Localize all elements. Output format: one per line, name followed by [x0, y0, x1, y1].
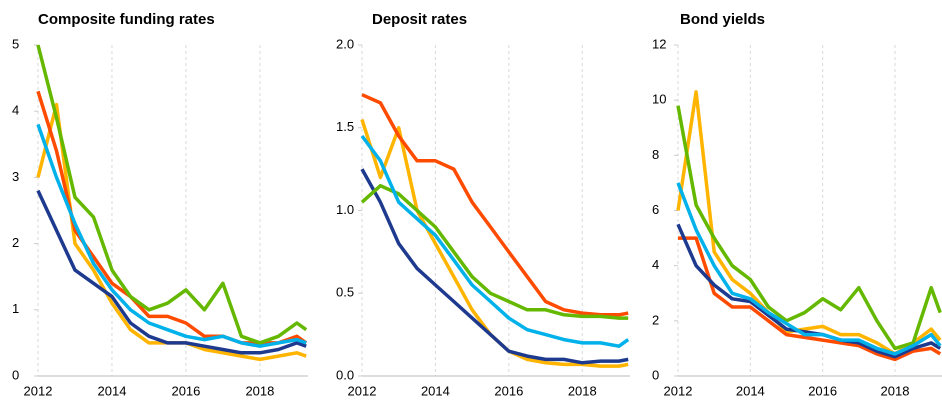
x-tick-label: 2018 [568, 383, 597, 398]
x-tick-label: 2014 [421, 383, 450, 398]
y-tick-label: 8 [652, 147, 659, 162]
x-tick-label: 2018 [881, 383, 910, 398]
y-tick-label: 0.0 [336, 367, 354, 382]
y-tick-label: 3 [12, 169, 19, 184]
line-series [676, 182, 942, 356]
x-tick-label: 2016 [808, 383, 837, 398]
x-tick-label: 2012 [348, 383, 377, 398]
y-tick-label: 4 [12, 103, 19, 118]
x-tick-label: 2012 [664, 383, 693, 398]
chart-title: Deposit rates [372, 11, 467, 28]
line-series [36, 123, 307, 348]
chart-title: Composite funding rates [38, 11, 215, 28]
y-tick-label: 2.0 [336, 36, 354, 51]
y-tick-label: 0.5 [336, 285, 354, 300]
line-series [36, 90, 308, 345]
y-tick-label: 1.0 [336, 202, 354, 217]
line-series [361, 93, 629, 317]
y-tick-label: 5 [12, 36, 19, 51]
y-tick-label: 0 [652, 367, 659, 382]
line-series [676, 90, 942, 356]
x-tick-label: 2018 [245, 383, 274, 398]
y-tick-label: 2 [652, 312, 659, 327]
line-series [360, 118, 629, 368]
x-tick-label: 2016 [494, 383, 523, 398]
x-tick-label: 2012 [24, 383, 53, 398]
line-series [360, 134, 630, 348]
y-tick-label: 4 [652, 257, 659, 272]
x-tick-label: 2014 [98, 383, 127, 398]
y-tick-label: 6 [652, 202, 659, 217]
line-series [676, 105, 942, 351]
y-tick-label: 1.5 [336, 119, 354, 134]
x-tick-label: 2016 [171, 383, 200, 398]
line-series [36, 189, 307, 355]
y-tick-label: 1 [12, 301, 19, 316]
y-tick-label: 0 [12, 367, 19, 382]
line-series [360, 168, 629, 365]
line-series [360, 183, 629, 320]
y-tick-label: 12 [652, 36, 666, 51]
y-tick-label: 2 [12, 235, 19, 250]
y-tick-label: 10 [652, 92, 666, 107]
line-series [678, 236, 942, 362]
line-series [36, 44, 308, 345]
x-tick-label: 2014 [736, 383, 765, 398]
chart-title: Bond yields [680, 11, 765, 28]
